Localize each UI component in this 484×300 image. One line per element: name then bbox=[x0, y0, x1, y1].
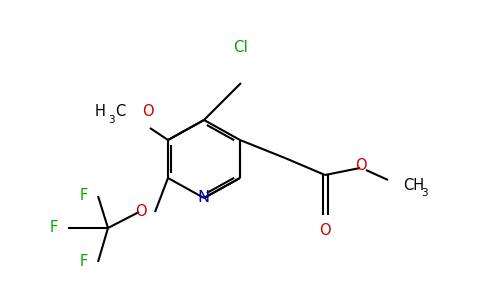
Text: O: O bbox=[319, 223, 331, 238]
Text: N: N bbox=[197, 190, 209, 206]
Text: 3: 3 bbox=[421, 188, 428, 198]
Text: CH: CH bbox=[403, 178, 424, 193]
Text: C: C bbox=[115, 104, 125, 119]
Text: O: O bbox=[136, 205, 147, 220]
Text: F: F bbox=[50, 220, 58, 236]
Text: O: O bbox=[355, 158, 367, 173]
Text: H: H bbox=[94, 104, 105, 119]
Text: O: O bbox=[142, 104, 154, 119]
Text: F: F bbox=[80, 188, 88, 203]
Text: Cl: Cl bbox=[234, 40, 248, 56]
Text: F: F bbox=[80, 254, 88, 269]
Text: 3: 3 bbox=[108, 115, 115, 125]
